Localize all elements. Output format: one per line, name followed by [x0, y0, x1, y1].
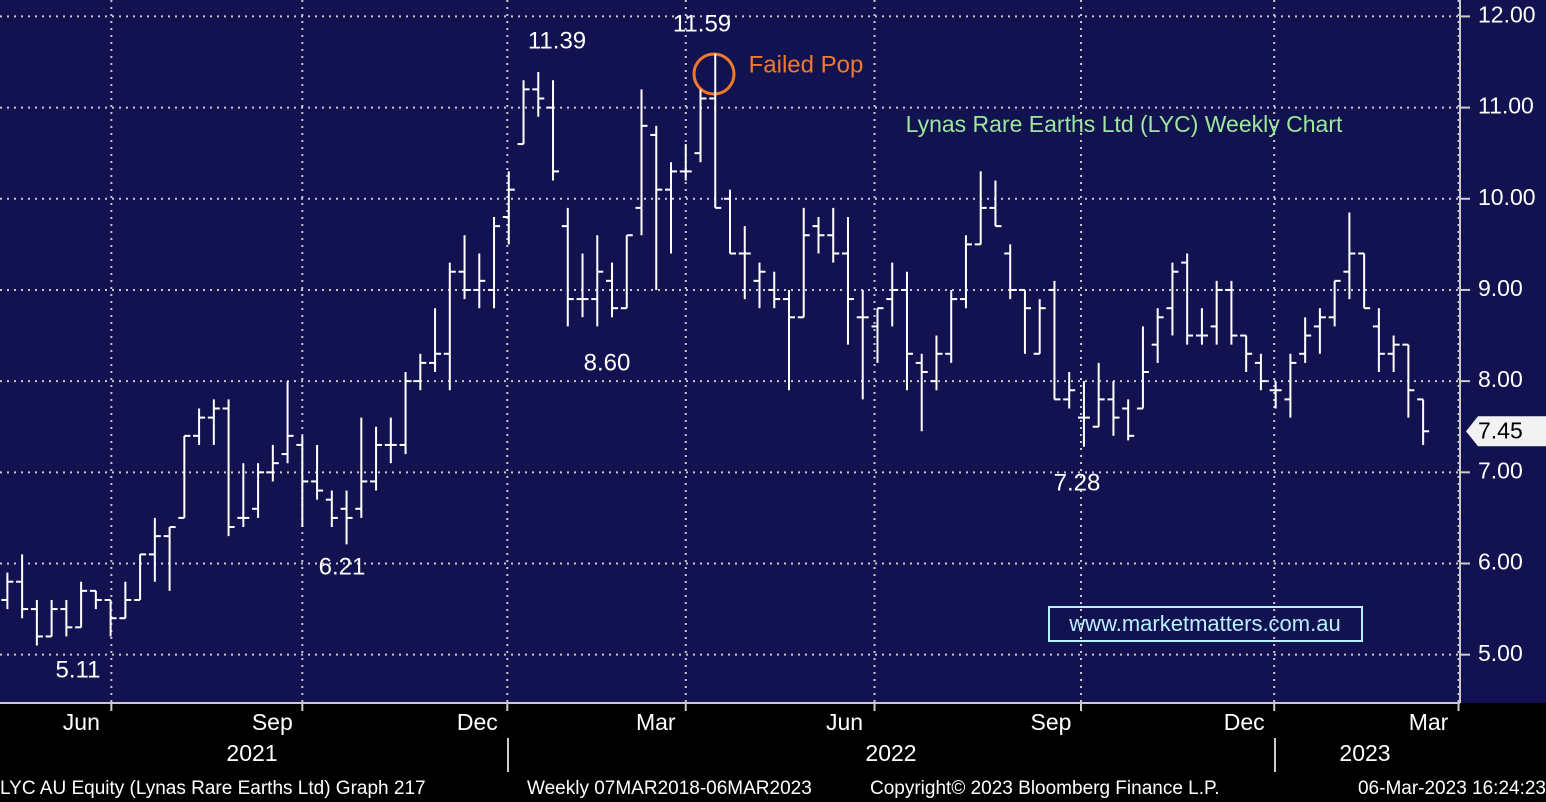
y-tick-label: 9.00: [1478, 275, 1523, 301]
footer-text: LYC AU Equity (Lynas Rare Earths Ltd) Gr…: [0, 778, 426, 799]
x-tick-label: Dec: [457, 709, 498, 735]
y-tick-label: 11.00: [1478, 93, 1534, 119]
annotation: 6.21: [319, 553, 366, 580]
x-tick-label: Sep: [252, 709, 293, 735]
x-tick-label: Jun: [826, 709, 863, 735]
footer-text: Copyright© 2023 Bloomberg Finance L.P.: [870, 778, 1220, 799]
watermark: www.marketmatters.com.au: [1068, 611, 1340, 636]
annotation: Failed Pop: [749, 51, 864, 78]
highlight-circle: [692, 52, 736, 96]
year-label: 2021: [226, 740, 277, 766]
x-tick-label: Dec: [1224, 709, 1265, 735]
x-tick-label: Jun: [63, 709, 100, 735]
last-price-tag: [1466, 416, 1546, 447]
x-tick-label: Mar: [1409, 709, 1449, 735]
y-tick-label: 6.00: [1478, 549, 1523, 575]
year-label: 2022: [865, 740, 916, 766]
chart-title: Lynas Rare Earths Ltd (LYC) Weekly Chart: [906, 111, 1343, 137]
footer-text: Weekly 07MAR2018-06MAR2023: [527, 778, 812, 799]
annotation: 8.60: [584, 349, 631, 376]
x-tick-label: Mar: [636, 709, 676, 735]
y-tick-label: 5.00: [1478, 640, 1523, 666]
y-tick-label: 12.00: [1478, 1, 1536, 27]
y-tick-label: 8.00: [1478, 366, 1523, 392]
plot-background: [0, 0, 1546, 703]
last-price-label: 7.45: [1478, 417, 1523, 443]
footer-text: 06-Mar-2023 16:24:23: [1358, 778, 1546, 799]
watermark-box: [1048, 606, 1363, 642]
year-label: 2023: [1339, 740, 1390, 766]
annotation: 5.11: [56, 656, 101, 683]
annotation: 11.59: [673, 10, 731, 37]
y-tick-label: 7.00: [1478, 457, 1523, 483]
annotation: 7.28: [1054, 469, 1101, 496]
y-tick-label: 10.00: [1478, 184, 1536, 210]
x-tick-label: Sep: [1031, 709, 1072, 735]
annotation: 11.39: [528, 27, 586, 54]
